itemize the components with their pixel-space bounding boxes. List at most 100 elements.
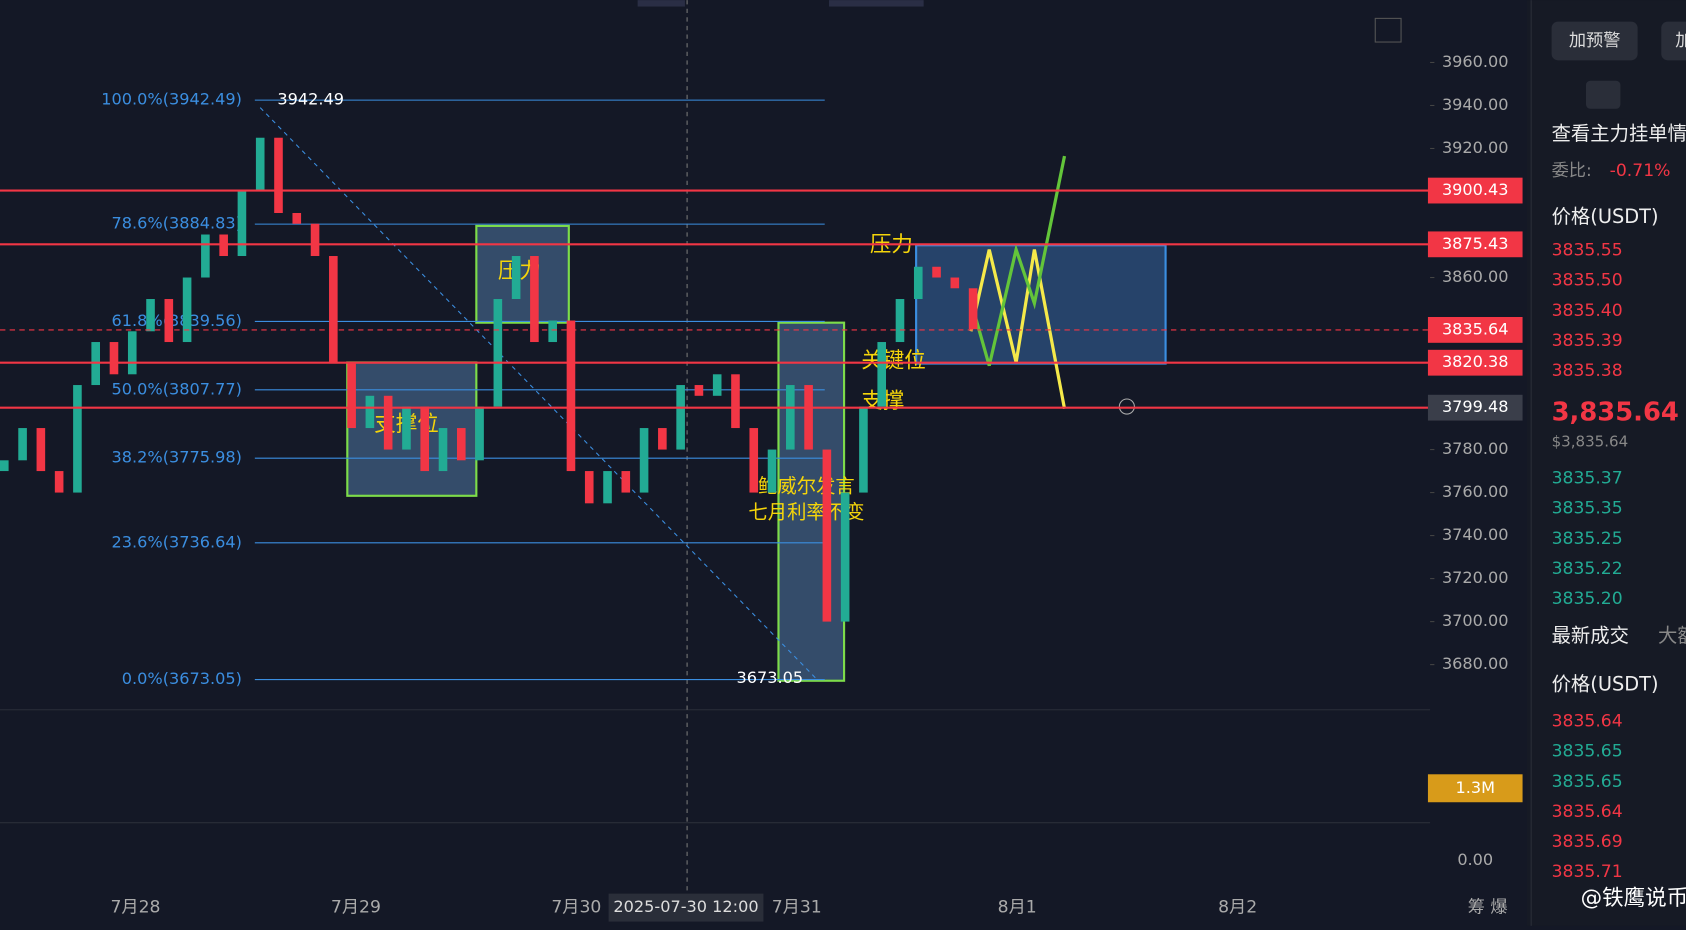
candle [548, 320, 557, 343]
candle [146, 299, 155, 332]
candle [968, 288, 978, 330]
candle [658, 428, 667, 450]
y-tick-label: 3720.00 [1442, 568, 1509, 587]
alert-button[interactable] [1551, 21, 1638, 61]
zone [915, 244, 1167, 365]
price-tag [1427, 231, 1523, 258]
y-tick-label: 3940.00 [1442, 95, 1509, 114]
price-tag [1427, 177, 1523, 204]
candle [310, 223, 320, 257]
candle [822, 449, 832, 622]
ask-price: 3835.50 [1552, 271, 1623, 291]
x-tick-label: 8月2 [1218, 898, 1257, 918]
candle [877, 342, 887, 407]
fib-label: 0.0%(3673.05) [122, 669, 242, 688]
ratio: -0.71% [1610, 161, 1671, 181]
annotation: 关键位 [861, 348, 926, 373]
candle [712, 374, 722, 396]
candle [292, 213, 302, 224]
marker [1118, 398, 1135, 415]
candle [237, 191, 247, 257]
candle [859, 406, 868, 493]
trades-tab[interactable]: 大額 [1658, 624, 1686, 647]
candle [18, 428, 27, 461]
x-tick-label: 7月31 [772, 898, 822, 918]
last-price: 3,835.64 [1552, 398, 1679, 428]
annotation: 七月利率不变 [748, 500, 864, 523]
tab [829, 0, 924, 7]
candle [566, 320, 576, 472]
depth-title[interactable]: 查看主力挂单情 [1552, 122, 1686, 145]
ask-price: 3835.55 [1552, 241, 1623, 261]
view-toggle[interactable] [1586, 80, 1621, 109]
volume-tag [1427, 774, 1523, 803]
candle [127, 331, 137, 375]
y-tick-label: 3960.00 [1442, 52, 1509, 71]
candle [950, 277, 960, 289]
low-label: 3673.05 [737, 668, 804, 687]
candle [840, 492, 850, 622]
add-button[interactable] [1661, 21, 1686, 61]
candle [456, 428, 466, 461]
volume-label: 1.3M [1455, 778, 1495, 797]
candle [182, 277, 192, 343]
side-panel [1526, 0, 1686, 926]
fib-label: 23.6%(3736.64) [112, 532, 242, 551]
price-tag-label: 3820.38 [1442, 352, 1509, 371]
bid-price: 3835.22 [1552, 559, 1623, 579]
ask-price: 3835.38 [1552, 361, 1623, 381]
candle [383, 395, 393, 450]
high-label: 3942.49 [277, 90, 344, 109]
candle [603, 471, 612, 504]
candle [731, 374, 740, 429]
crosshair-time: 2025-07-30 12:00 [613, 897, 758, 916]
fib-label: 100.0%(3942.49) [101, 90, 242, 109]
x-tick-label: 8月1 [998, 898, 1037, 918]
candle [420, 406, 430, 472]
candle [347, 363, 356, 429]
candle [109, 342, 119, 375]
candle [493, 299, 503, 407]
zone [346, 361, 478, 497]
trade-price: 3835.69 [1552, 832, 1623, 852]
ask-price: 3835.40 [1552, 301, 1623, 321]
candle [530, 256, 539, 343]
zone [475, 224, 570, 324]
fullscreen-icon[interactable] [1374, 17, 1402, 43]
bottom-icons[interactable]: 筹 爆 [1468, 898, 1508, 918]
candle [804, 385, 813, 450]
y-tick-label: 3760.00 [1442, 482, 1509, 501]
candle [786, 385, 795, 450]
forecast-path [969, 155, 1067, 367]
price-tag-label: 3900.43 [1442, 180, 1509, 199]
candle [201, 234, 210, 278]
candle [749, 428, 759, 493]
trade-price: 3835.65 [1552, 742, 1623, 762]
candle [511, 256, 521, 300]
candle [639, 428, 649, 493]
candle [329, 256, 338, 364]
candle [274, 137, 283, 214]
candle [475, 406, 484, 461]
x-tick-label: 7月28 [110, 898, 160, 918]
watermark: @铁鹰说币 [1581, 886, 1686, 911]
candle [438, 428, 448, 472]
trades-title[interactable]: 最新成交 [1552, 624, 1629, 647]
macd-label: 0.00 [1457, 850, 1493, 869]
candle [895, 299, 905, 343]
candle [402, 406, 411, 450]
time-tag [608, 893, 764, 922]
add-button-label: 加 [1675, 31, 1686, 51]
x-tick-label: 7月29 [331, 898, 381, 918]
candle [913, 266, 923, 300]
price-tag-label: 3875.43 [1442, 234, 1509, 253]
candle [932, 266, 941, 278]
y-tick-label: 3680.00 [1442, 654, 1509, 673]
y-tick-label: 3780.00 [1442, 439, 1509, 458]
alert-button-label: 加预警 [1569, 31, 1621, 51]
bid-price: 3835.20 [1552, 589, 1623, 609]
bid-price: 3835.37 [1552, 469, 1623, 489]
x-tick-label: 7月30 [551, 898, 601, 918]
ratio-label: 委比: [1552, 161, 1592, 181]
